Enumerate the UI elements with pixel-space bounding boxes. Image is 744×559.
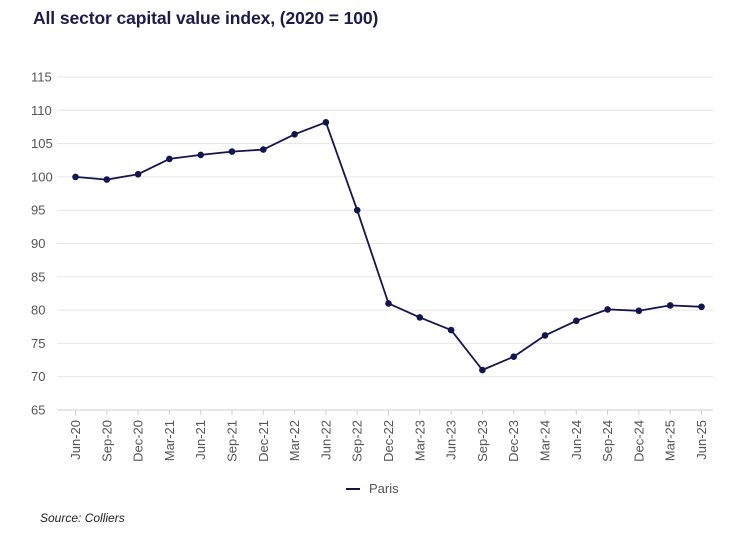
data-point-mar-24[interactable] [541, 332, 549, 339]
data-points [72, 118, 705, 374]
x-tick-label: Dec-20 [131, 420, 146, 462]
data-point-dec-21[interactable] [260, 146, 267, 153]
x-tick-label: Jun-23 [444, 420, 459, 460]
y-tick-label: 95 [31, 203, 45, 218]
x-tick-label: Jun-24 [569, 420, 584, 460]
data-point-mar-25[interactable] [666, 302, 674, 309]
data-point-dec-22[interactable] [385, 300, 392, 307]
data-point-mar-21[interactable] [166, 155, 173, 163]
data-point-jun-20[interactable] [72, 173, 79, 181]
x-tick-label: Sep-24 [600, 420, 615, 462]
y-tick-label: 110 [31, 103, 52, 118]
data-point-jun-21[interactable] [197, 151, 204, 159]
x-tick-label: Sep-21 [225, 420, 240, 462]
data-point-sep-24[interactable] [604, 306, 611, 313]
x-tick-label: Mar-21 [162, 420, 177, 461]
data-point-sep-20[interactable] [103, 176, 111, 183]
data-point-jun-22[interactable] [322, 118, 330, 126]
y-tick-label: 80 [31, 303, 45, 318]
legend: Paris [346, 481, 399, 496]
x-tick-label: Jun-21 [193, 420, 208, 460]
y-tick-label: 115 [31, 70, 52, 85]
x-tick-label: Mar-24 [538, 420, 553, 461]
y-tick-label: 105 [31, 136, 53, 151]
data-point-jun-23[interactable] [447, 326, 455, 334]
data-point-sep-22[interactable] [353, 206, 361, 214]
data-point-mar-22[interactable] [291, 130, 298, 138]
data-point-dec-23[interactable] [510, 353, 517, 361]
y-tick-label: 75 [31, 336, 45, 351]
x-tick-label: Jun-20 [68, 420, 83, 460]
y-tick-label: 100 [31, 169, 53, 184]
x-tick-label: Jun-22 [318, 420, 333, 460]
x-tick-label: Mar-22 [287, 420, 302, 461]
x-tick-label: Jun-25 [694, 420, 709, 460]
chart-title: All sector capital value index, (2020 = … [33, 8, 379, 28]
data-point-dec-24[interactable] [635, 307, 643, 315]
x-tick-label: Dec-24 [631, 420, 646, 462]
gridlines [57, 76, 713, 411]
y-tick-label: 85 [31, 269, 45, 284]
x-axis: Jun-20 Sep-20 Dec-20 Mar-21 Jun-21 Sep-21 Dec-… [68, 410, 709, 462]
data-point-sep-23[interactable] [479, 366, 486, 374]
x-tick-label: Dec-22 [381, 420, 396, 462]
source-note: Source: Colliers [40, 511, 125, 525]
y-tick-label: 70 [31, 369, 45, 384]
data-point-jun-24[interactable] [573, 317, 580, 325]
x-tick-label: Sep-22 [350, 420, 365, 462]
y-tick-label: 65 [31, 403, 45, 418]
x-tick-label: Dec-21 [256, 420, 271, 462]
data-point-mar-23[interactable] [416, 314, 424, 321]
legend-label-paris: Paris [369, 481, 399, 496]
x-tick-label: Mar-23 [412, 420, 427, 461]
x-tick-label: Mar-25 [663, 420, 678, 461]
y-tick-label: 90 [31, 236, 45, 251]
data-point-jun-25[interactable] [698, 303, 705, 311]
x-tick-label: Sep-23 [475, 420, 490, 462]
x-tick-label: Dec-23 [506, 420, 521, 462]
data-point-dec-20[interactable] [134, 170, 142, 178]
data-point-sep-21[interactable] [228, 148, 236, 155]
x-tick-label: Sep-20 [99, 420, 114, 462]
legend-swatch-paris [346, 487, 360, 490]
y-axis: 65 70 75 80 85 90 95 100 105 110 115 [31, 70, 53, 418]
